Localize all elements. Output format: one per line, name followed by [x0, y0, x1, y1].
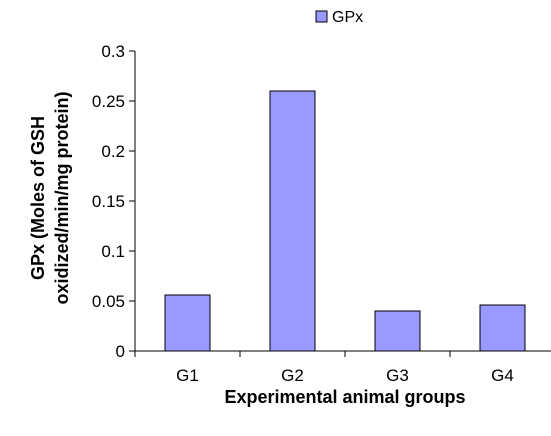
- x-tick-label: G3: [386, 366, 409, 385]
- bar-g3: [374, 310, 421, 352]
- y-tick-label: 0.2: [101, 142, 125, 161]
- x-tick-label: G4: [491, 366, 514, 385]
- bar-g1: [164, 294, 211, 352]
- y-tick-label: 0: [116, 342, 125, 361]
- y-tick-label: 0.15: [92, 192, 125, 211]
- x-tick-label: G2: [281, 366, 304, 385]
- x-tick-label: G1: [176, 366, 199, 385]
- y-axis-title: GPx (Moles of GSH oxidized/min/mg protei…: [28, 91, 72, 304]
- y-tick-label: 0.05: [92, 292, 125, 311]
- y-axis-title-line-1: GPx (Moles of GSH: [28, 116, 48, 280]
- legend: GPx: [315, 9, 363, 26]
- y-axis-ticks: 0 0.05 0.1 0.15 0.2 0.25 0.3: [92, 42, 135, 361]
- bar-g2: [269, 90, 316, 352]
- y-tick-label: 0.3: [101, 42, 125, 61]
- bars: [164, 90, 526, 352]
- x-axis-ticks: G1 G2 G3 G4: [134, 351, 514, 385]
- y-tick-label: 0.1: [101, 242, 125, 261]
- y-axis-title-line-2: oxidized/min/mg protein): [52, 91, 72, 304]
- x-axis-title: Experimental animal groups: [224, 387, 465, 407]
- y-tick-label: 0.25: [92, 92, 125, 111]
- legend-label: GPx: [332, 9, 363, 26]
- bar-g4: [479, 304, 526, 352]
- legend-swatch: [315, 10, 328, 23]
